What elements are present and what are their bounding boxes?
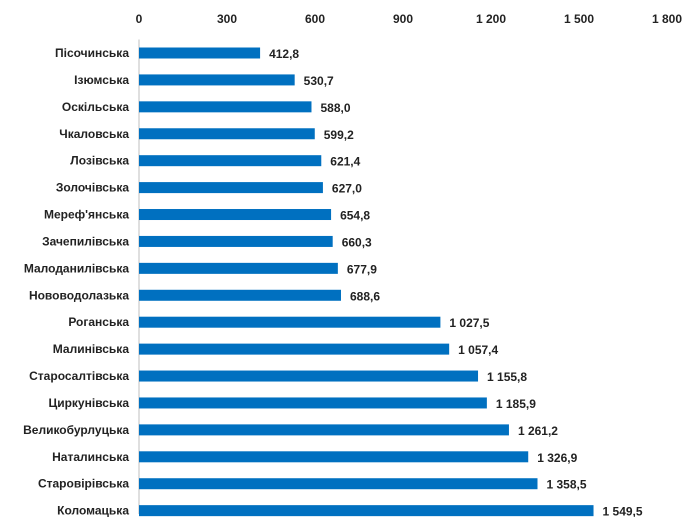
bar	[139, 74, 295, 86]
value-label: 1 185,9	[496, 397, 536, 411]
bar	[139, 505, 594, 517]
category-label: Ізюмська	[74, 73, 129, 87]
bar	[139, 235, 333, 247]
x-tick-label: 0	[136, 12, 143, 26]
x-tick-label: 1 800	[652, 12, 682, 26]
bar	[139, 424, 509, 436]
bars-group	[139, 47, 594, 517]
bar	[139, 101, 312, 113]
bar	[139, 209, 332, 221]
bar	[139, 182, 323, 194]
bar	[139, 397, 487, 409]
category-label: Малоданилівська	[24, 261, 129, 275]
x-tick-label: 600	[305, 12, 325, 26]
bar	[139, 47, 261, 59]
category-label: Оскільська	[62, 100, 129, 114]
value-label: 1 155,8	[487, 370, 527, 384]
value-label: 688,6	[350, 289, 380, 303]
bar	[139, 370, 479, 382]
value-label: 621,4	[330, 155, 360, 169]
value-label: 654,8	[340, 209, 370, 223]
value-label: 677,9	[347, 262, 377, 276]
x-tick-label: 1 200	[476, 12, 506, 26]
category-label: Наталинська	[52, 450, 129, 464]
x-tick-label: 1 500	[564, 12, 594, 26]
value-label: 1 057,4	[458, 343, 498, 357]
bar	[139, 451, 529, 463]
category-label: Нововодолазька	[29, 288, 129, 302]
category-label: Пісочинська	[55, 46, 129, 60]
category-label: Зачепилівська	[42, 234, 129, 248]
value-labels: 412,8 530,7 588,0 599,2 621,4 627,0 654,8 660,3…	[269, 47, 643, 517]
x-tick-label: 900	[393, 12, 413, 26]
value-label: 1 027,5	[449, 316, 489, 330]
bar	[139, 316, 441, 328]
bar	[139, 478, 538, 490]
category-label: Мереф'янська	[44, 208, 129, 222]
bar	[139, 262, 338, 274]
value-label: 588,0	[320, 101, 350, 115]
category-label: Малинівська	[53, 342, 130, 356]
value-label: 660,3	[342, 235, 372, 249]
value-label: 1 358,5	[546, 478, 586, 492]
bar	[139, 155, 322, 167]
category-label: Лозівська	[70, 154, 129, 168]
bar	[139, 128, 315, 140]
bar	[139, 289, 341, 301]
category-labels: Пісочинська Ізюмська Оскільська Чкаловська Л…	[23, 46, 129, 517]
value-label: 412,8	[269, 47, 299, 61]
value-label: 1 326,9	[537, 451, 577, 465]
category-label: Циркунівська	[48, 396, 129, 410]
value-label: 627,0	[332, 182, 362, 196]
bar	[139, 343, 450, 355]
value-label: 1 549,5	[603, 505, 643, 517]
category-label: Роганська	[68, 315, 129, 329]
category-label: Старосалтівська	[29, 369, 129, 383]
category-label: Великобурлуцька	[23, 423, 129, 437]
x-axis-ticks: 0 300 600 900 1 200 1 500 1 800	[136, 12, 683, 26]
category-label: Чкаловська	[59, 127, 129, 141]
category-label: Золочівська	[56, 181, 129, 195]
value-label: 1 261,2	[518, 424, 558, 438]
x-tick-label: 300	[217, 12, 237, 26]
value-label: 599,2	[324, 128, 354, 142]
category-label: Коломацька	[57, 504, 129, 517]
value-label: 530,7	[304, 74, 334, 88]
category-label: Старовірівська	[38, 477, 129, 491]
